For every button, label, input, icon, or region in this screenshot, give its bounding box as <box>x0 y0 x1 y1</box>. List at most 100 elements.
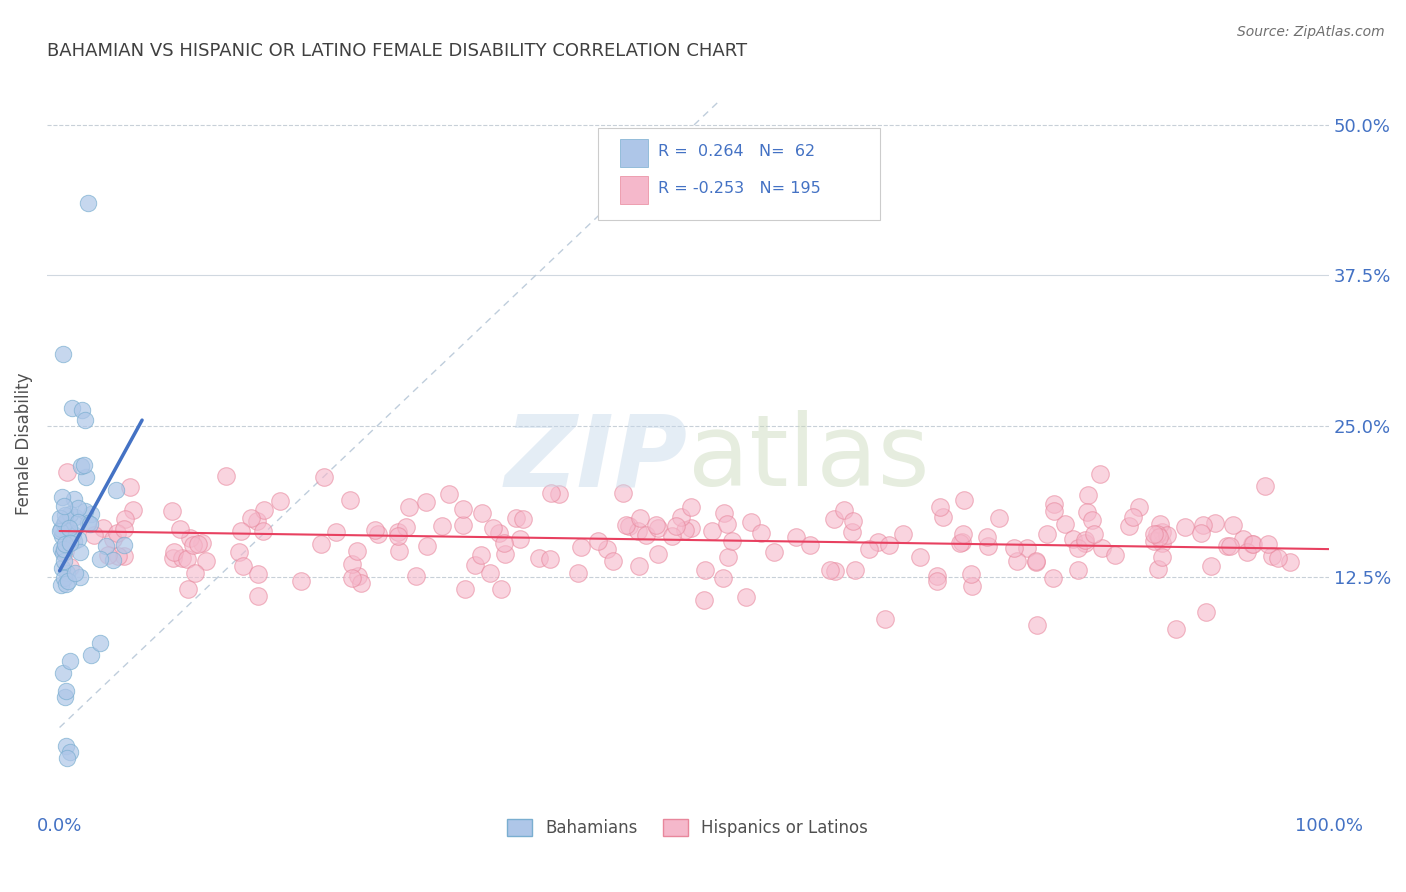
Point <box>489 582 512 596</box>
Point <box>75 470 97 484</box>
Point <box>1025 555 1047 569</box>
Point <box>1074 535 1097 549</box>
Point <box>1261 549 1284 564</box>
Point <box>69 570 91 584</box>
Point <box>1149 516 1171 531</box>
Point <box>596 541 619 556</box>
Point <box>734 590 756 604</box>
Point <box>83 527 105 541</box>
Point <box>617 519 640 533</box>
Point <box>647 521 669 535</box>
Point <box>51 490 73 504</box>
Point <box>509 532 531 546</box>
Point <box>1174 519 1197 533</box>
Text: BAHAMIAN VS HISPANIC OR LATINO FEMALE DISABILITY CORRELATION CHART: BAHAMIAN VS HISPANIC OR LATINO FEMALE DI… <box>46 42 747 60</box>
Point <box>49 524 72 538</box>
Point <box>52 499 75 513</box>
Point <box>80 648 103 663</box>
Point <box>1219 539 1241 553</box>
Point <box>114 511 136 525</box>
Point <box>53 516 76 530</box>
Text: ZIP: ZIP <box>505 410 688 508</box>
Point <box>949 536 972 550</box>
Point <box>661 528 683 542</box>
Point <box>717 549 740 564</box>
Point <box>1081 513 1104 527</box>
Point <box>1067 563 1090 577</box>
Point <box>53 690 76 705</box>
Point <box>181 538 204 552</box>
Point <box>950 534 973 549</box>
Point <box>56 524 79 539</box>
Text: R = -0.253   N= 195: R = -0.253 N= 195 <box>658 181 821 196</box>
Point <box>463 558 485 573</box>
Point <box>1257 537 1279 551</box>
Point <box>56 750 79 764</box>
Point <box>52 347 75 361</box>
Point <box>53 542 76 557</box>
Point <box>488 526 510 541</box>
Point <box>908 549 931 564</box>
Point <box>1189 525 1212 540</box>
Point <box>89 552 111 566</box>
Point <box>53 515 76 529</box>
Point <box>228 545 250 559</box>
Point <box>1090 467 1112 482</box>
Point <box>1118 519 1140 533</box>
Point <box>162 551 184 566</box>
Point <box>184 566 207 581</box>
Point <box>1267 551 1289 566</box>
Point <box>430 519 453 533</box>
Point <box>928 500 950 514</box>
Point <box>1222 518 1244 533</box>
Point <box>387 524 409 539</box>
Point <box>55 577 77 591</box>
Point <box>63 533 86 548</box>
Point <box>453 582 475 596</box>
Point <box>52 546 75 560</box>
Point <box>925 568 948 582</box>
Point <box>841 524 863 539</box>
Point <box>75 504 97 518</box>
Point <box>246 589 269 603</box>
Point <box>63 492 86 507</box>
Point <box>101 533 124 547</box>
Point <box>451 501 474 516</box>
Point <box>58 521 80 535</box>
Point <box>834 503 856 517</box>
Point <box>187 536 209 550</box>
Point <box>62 526 84 541</box>
Point <box>77 516 100 530</box>
Point <box>538 552 561 566</box>
Point <box>1166 622 1188 636</box>
Point <box>388 544 411 558</box>
Legend: Bahamians, Hispanics or Latinos: Bahamians, Hispanics or Latinos <box>501 813 875 844</box>
Point <box>1216 539 1239 553</box>
Point <box>960 579 983 593</box>
Point <box>73 458 96 473</box>
Point <box>191 536 214 550</box>
Point <box>1152 536 1174 550</box>
Point <box>107 549 129 564</box>
Point <box>1015 541 1038 555</box>
Point <box>602 554 624 568</box>
Point <box>160 504 183 518</box>
Y-axis label: Female Disability: Female Disability <box>15 373 32 516</box>
Point <box>53 508 76 522</box>
Point <box>569 540 592 554</box>
Point <box>721 534 744 549</box>
Point <box>112 549 135 563</box>
Point <box>60 401 83 415</box>
Point <box>932 509 955 524</box>
Point <box>799 538 821 552</box>
Point <box>1002 541 1025 556</box>
Point <box>1156 528 1178 542</box>
Point <box>1150 525 1173 540</box>
Point <box>342 558 364 572</box>
FancyBboxPatch shape <box>598 128 880 220</box>
Point <box>1062 533 1084 547</box>
Point <box>1241 537 1264 551</box>
Point <box>70 459 93 474</box>
Point <box>540 486 562 500</box>
Point <box>614 517 637 532</box>
